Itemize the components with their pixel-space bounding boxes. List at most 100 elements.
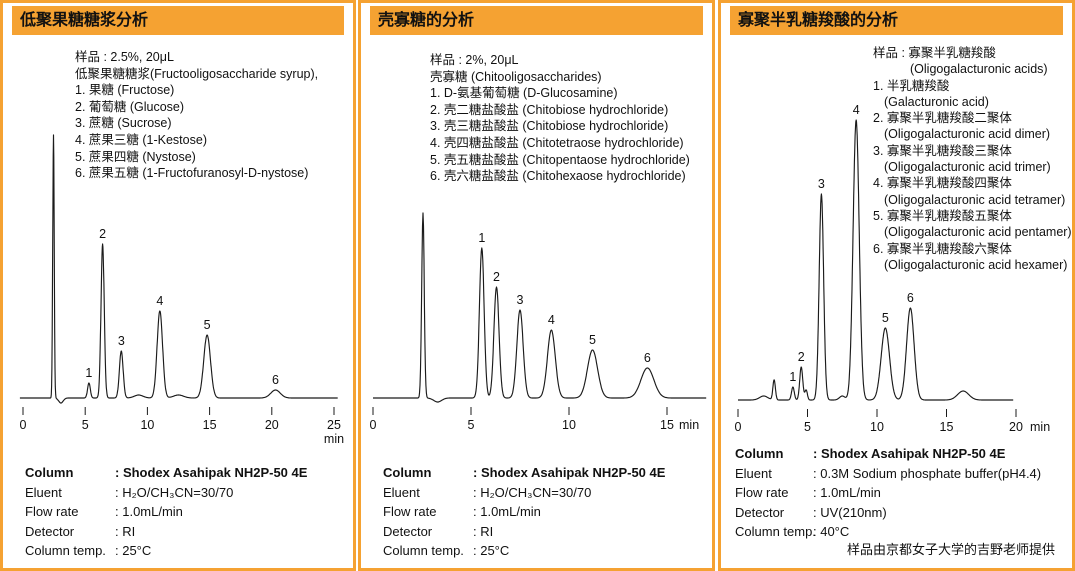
axis-unit-label: min	[679, 418, 699, 432]
sample-line: 4. 寡聚半乳糖羧酸四聚体	[873, 176, 1012, 191]
axis-tick-label: 20	[265, 418, 279, 432]
axis-unit-label: min	[324, 432, 344, 446]
peak-number-label: 5	[204, 318, 211, 332]
sample-line: 样品 : 2%, 20μL	[430, 53, 519, 67]
condition-row: Column : Shodex Asahipak NH2P-50 4E	[25, 463, 307, 483]
peak-number-label: 6	[907, 291, 914, 305]
condition-row: Column temp.: 40°C	[735, 522, 1041, 542]
trace-line	[372, 212, 707, 403]
sample-credit-note: 样品由京都女子大学的吉野老师提供	[846, 542, 1055, 557]
sample-line: 样品 : 寡聚半乳糖羧酸	[873, 46, 996, 60]
condition-label: Eluent	[383, 484, 420, 500]
condition-value: : UV(210nm)	[813, 504, 887, 520]
condition-value: : 1.0mL/min	[813, 485, 881, 500]
condition-value: : H₂O/CH₃CN=30/70	[473, 484, 592, 500]
condition-value: : Shodex Asahipak NH2P-50 4E	[813, 446, 1006, 461]
peak-number-label: 4	[156, 294, 163, 308]
condition-label: Column	[735, 446, 784, 461]
condition-row: Column : Shodex Asahipak NH2P-50 4E	[735, 444, 1041, 464]
sample-line: (Oligogalacturonic acid trimer)	[884, 160, 1051, 175]
sample-line: 1. D-氨基葡萄糖 (D-Glucosamine)	[430, 86, 618, 101]
axis-tick-label: 15	[660, 418, 674, 432]
peak-number-label: 1	[789, 370, 796, 384]
chromatogram-oligogalacturonic: 0 5 10 15 20 min 12 3 4 5 6	[735, 103, 1051, 434]
sample-line: 3. 寡聚半乳糖羧酸三聚体	[873, 143, 1012, 158]
sample-line: (Oligogalacturonic acid pentamer)	[884, 225, 1072, 240]
peak-number-label: 5	[882, 311, 889, 325]
sample-line: 1. 果糖 (Fructose)	[75, 83, 175, 98]
panel-chitooligosaccharides: 0 5 10 15 min 1 2 3 4 5 6 壳寡糖的分析 样品 : 2%, 20μL 壳寡糖 …	[358, 0, 715, 571]
condition-value: : RI	[473, 523, 494, 539]
condition-label: Flow rate	[383, 504, 437, 519]
sample-line: 5. 寡聚半乳糖羧酸五聚体	[873, 208, 1012, 223]
sample-line: 壳寡糖 (Chitooligosaccharides)	[430, 69, 602, 84]
peak-number-label: 1	[85, 366, 92, 380]
axis-tick-label: 15	[940, 420, 954, 434]
sample-line: (Galacturonic acid)	[884, 94, 989, 109]
panel-header: 寡聚半乳糖羧酸的分析	[730, 6, 1063, 35]
condition-label: Column temp.	[25, 543, 106, 558]
sample-line: 5. 壳五糖盐酸盐 (Chitopentaose hydrochloride)	[430, 152, 690, 167]
trace-line	[737, 119, 1014, 401]
sample-line: (Oligogalacturonic acid hexamer)	[884, 257, 1068, 272]
peak-number-label: 5	[589, 333, 596, 347]
condition-label: Column	[383, 465, 432, 480]
sample-line: 6. 壳六糖盐酸盐 (Chitohexaose hydrochloride)	[430, 169, 686, 184]
sample-line: 2. 寡聚半乳糖羧酸二聚体	[873, 111, 1012, 126]
axis-tick-label: 5	[468, 418, 475, 432]
sample-description: 样品 : 2%, 20μL 壳寡糖 (Chitooligosaccharides)…	[430, 52, 690, 185]
condition-row: Detector: UV(210nm)	[735, 503, 1041, 523]
condition-row: Eluent: 0.3M Sodium phosphate buffer(pH4…	[735, 464, 1041, 484]
condition-row: Eluent : H₂O/CH₃CN=30/70	[25, 483, 307, 503]
chromatogram-chitooligosaccharides: 0 5 10 15 min 1 2 3 4 5 6	[370, 212, 707, 432]
condition-label: Detector	[383, 523, 433, 539]
axis-tick-label: 10	[562, 418, 576, 432]
condition-value: : H₂O/CH₃CN=30/70	[115, 484, 234, 500]
condition-value: : Shodex Asahipak NH2P-50 4E	[115, 465, 308, 480]
analysis-conditions: Column : Shodex Asahipak NH2P-50 4E Eluent…	[383, 463, 665, 561]
condition-value: : 1.0mL/min	[115, 504, 183, 519]
condition-row: Detector : RI	[383, 522, 665, 542]
trace-line	[19, 134, 338, 404]
condition-label: Column	[25, 465, 74, 480]
condition-value: : 25°C	[115, 543, 152, 558]
condition-row: Flow rate : 1.0mL/min	[25, 502, 307, 522]
axis-tick-label: 5	[804, 420, 811, 434]
peak-number-label: 4	[853, 103, 860, 117]
peak-number-label: 4	[548, 313, 555, 327]
axis-tick-label: 0	[370, 418, 377, 432]
condition-label: Flow rate	[25, 504, 79, 519]
peak-number-label: 1	[478, 231, 485, 245]
sample-line: 2. 葡萄糖 (Glucose)	[75, 99, 185, 114]
analysis-conditions: Column : Shodex Asahipak NH2P-50 4E Eluent…	[735, 444, 1041, 542]
axis-tick-label: 5	[82, 418, 89, 432]
axis-tick-label: 10	[140, 418, 154, 432]
condition-value: : RI	[115, 523, 136, 539]
condition-row: Column : Shodex Asahipak NH2P-50 4E	[383, 463, 665, 483]
peak-number-label: 3	[818, 177, 825, 191]
axis-tick-label: 25	[327, 418, 341, 432]
panel-fructooligosaccharide-syrup: 0 5 10 15 20 25 min 1 2 3 4 5 6 低聚果糖糖浆分析 样品 : 2.5%, …	[0, 0, 356, 571]
analysis-conditions: Column : Shodex Asahipak NH2P-50 4E Eluent…	[25, 463, 307, 561]
panel-title: 壳寡糖的分析	[378, 12, 475, 29]
condition-row: Detector: RI	[25, 522, 307, 542]
condition-row: Flow rate : 1.0mL/min	[735, 483, 1041, 503]
condition-row: Column temp. : 25°C	[25, 541, 307, 561]
axis-tick-label: 0	[20, 418, 27, 432]
condition-label: Eluent	[25, 484, 62, 500]
condition-value: : Shodex Asahipak NH2P-50 4E	[473, 465, 666, 480]
condition-label: Flow rate	[735, 485, 789, 500]
peak-number-label: 3	[517, 293, 524, 307]
sample-line: 3. 壳三糖盐酸盐 (Chitobiose hydrochloride)	[430, 119, 669, 134]
sample-line: 1. 半乳糖羧酸	[873, 78, 950, 93]
sample-line: 2. 壳二糖盐酸盐 (Chitobiose hydrochloride)	[430, 102, 669, 117]
condition-row: Column temp.: 25°C	[383, 541, 665, 561]
sample-line: (Oligogalacturonic acids)	[910, 62, 1048, 77]
peak-number-label: 3	[118, 334, 125, 348]
sample-line: 5. 蔗果四糖 (Nystose)	[75, 149, 196, 164]
condition-label: Eluent	[735, 465, 772, 481]
axis-tick-label: 10	[870, 420, 884, 434]
sample-description: 样品 : 2.5%, 20μL 低聚果糖糖浆(Fructooligosacchar…	[75, 49, 318, 182]
peak-number-label: 6	[272, 373, 279, 387]
